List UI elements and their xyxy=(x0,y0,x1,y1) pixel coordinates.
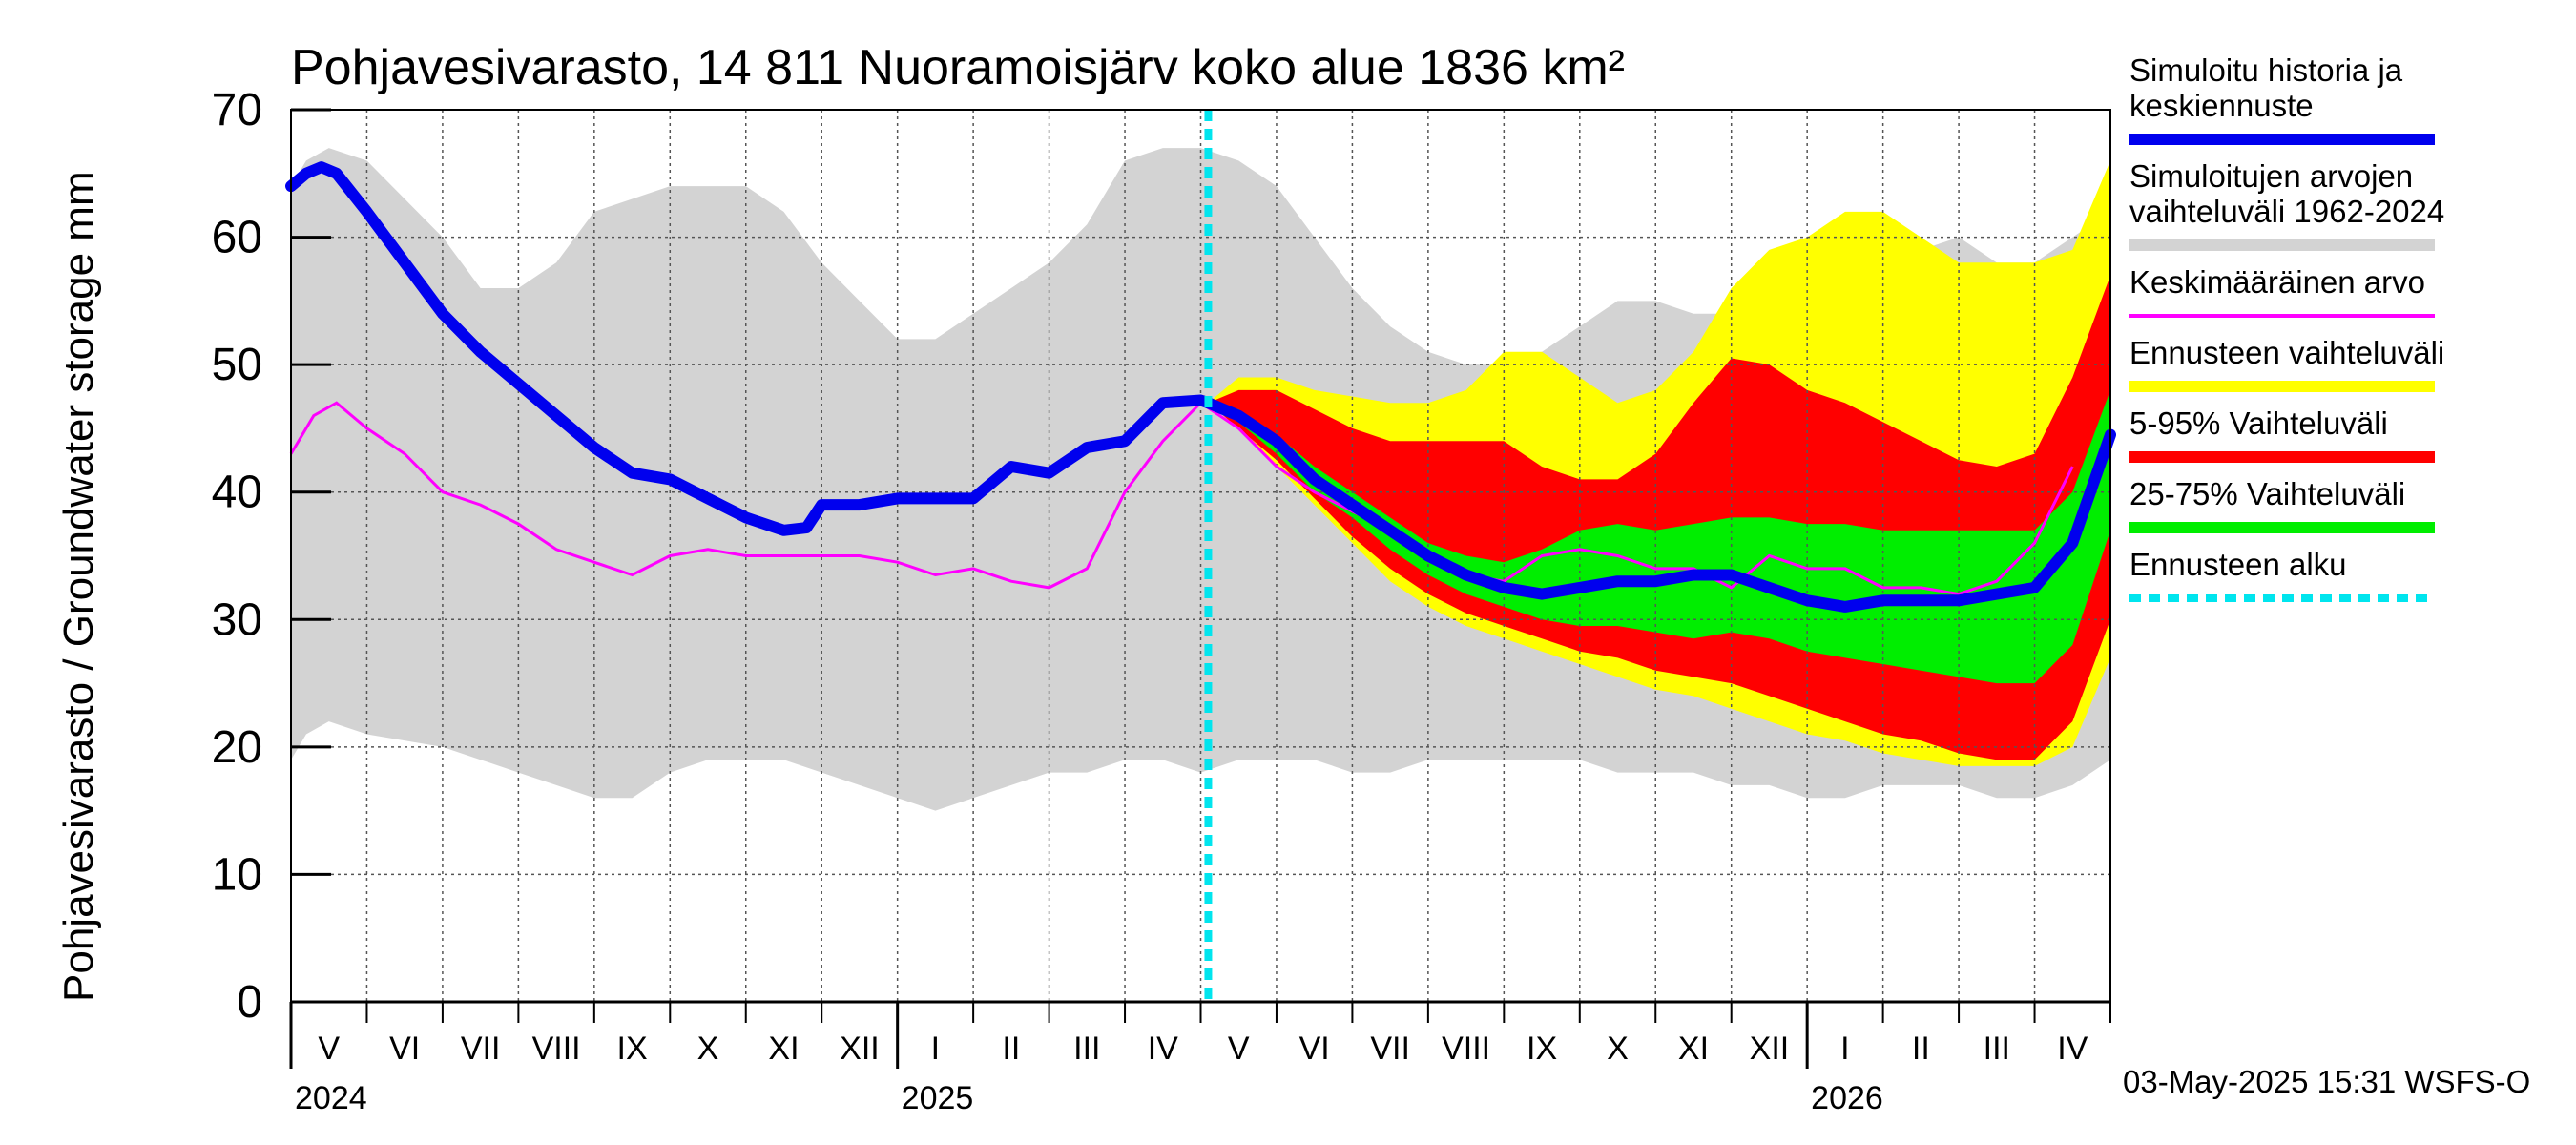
legend-label: Ennusteen alku xyxy=(2129,547,2347,582)
legend-label: Simuloitu historia ja xyxy=(2129,52,2403,88)
year-label: 2026 xyxy=(1811,1080,1883,1116)
legend-label: vaihteluväli 1962-2024 xyxy=(2129,194,2444,229)
month-label: XI xyxy=(768,1030,799,1067)
month-label: X xyxy=(697,1030,719,1067)
y-tick-label: 30 xyxy=(212,594,262,645)
chart-title: Pohjavesivarasto, 14 811 Nuoramoisjärv k… xyxy=(291,40,1625,95)
y-axis-label: Pohjavesivarasto / Groundwater storage m… xyxy=(55,171,102,1002)
month-label: VII xyxy=(461,1030,501,1067)
gridlines xyxy=(291,110,2110,1002)
month-label: VIII xyxy=(1442,1030,1490,1067)
month-label: XII xyxy=(1750,1030,1790,1067)
month-label: VII xyxy=(1370,1030,1410,1067)
legend-label: Simuloitujen arvojen xyxy=(2129,158,2413,194)
y-tick-label: 40 xyxy=(212,468,262,518)
month-label: II xyxy=(1912,1030,1930,1067)
year-label: 2024 xyxy=(295,1080,367,1116)
month-label: III xyxy=(1984,1030,2010,1067)
month-label: VIII xyxy=(532,1030,581,1067)
y-tick-label: 0 xyxy=(237,977,262,1028)
month-label: IV xyxy=(2057,1030,2088,1067)
forecast-median-line xyxy=(1202,397,2116,613)
month-label: II xyxy=(1002,1030,1020,1067)
month-label: V xyxy=(318,1030,340,1067)
legend-label: 5-95% Vaihteluväli xyxy=(2129,406,2388,441)
y-tick-label: 50 xyxy=(212,340,262,390)
forecast-25-75-band xyxy=(1208,389,2110,684)
year-label: 2025 xyxy=(902,1080,974,1116)
month-label: I xyxy=(931,1030,940,1067)
y-tick-label: 70 xyxy=(212,85,262,135)
legend-label: 25-75% Vaihteluväli xyxy=(2129,476,2405,511)
month-label: IX xyxy=(1527,1030,1557,1067)
month-label: I xyxy=(1840,1030,1849,1067)
mean-line xyxy=(289,401,2074,596)
history-line xyxy=(285,161,1215,536)
data-lines xyxy=(285,110,2116,1002)
legend-label: Keskimääräinen arvo xyxy=(2129,264,2425,300)
timestamp: 03-May-2025 15:31 WSFS-O xyxy=(2123,1064,2530,1099)
month-label: XII xyxy=(840,1030,880,1067)
month-label: IV xyxy=(1148,1030,1178,1067)
month-label: IX xyxy=(617,1030,648,1067)
legend-label: Ennusteen vaihteluväli xyxy=(2129,335,2444,370)
month-label: XI xyxy=(1678,1030,1709,1067)
month-label: VI xyxy=(389,1030,420,1067)
legend-label: keskiennuste xyxy=(2129,88,2314,123)
month-label: VI xyxy=(1299,1030,1330,1067)
month-label: III xyxy=(1073,1030,1100,1067)
y-tick-label: 10 xyxy=(212,849,262,900)
y-tick-label: 20 xyxy=(212,722,262,773)
y-tick-label: 60 xyxy=(212,213,262,263)
month-label: X xyxy=(1607,1030,1629,1067)
month-label: V xyxy=(1228,1030,1250,1067)
